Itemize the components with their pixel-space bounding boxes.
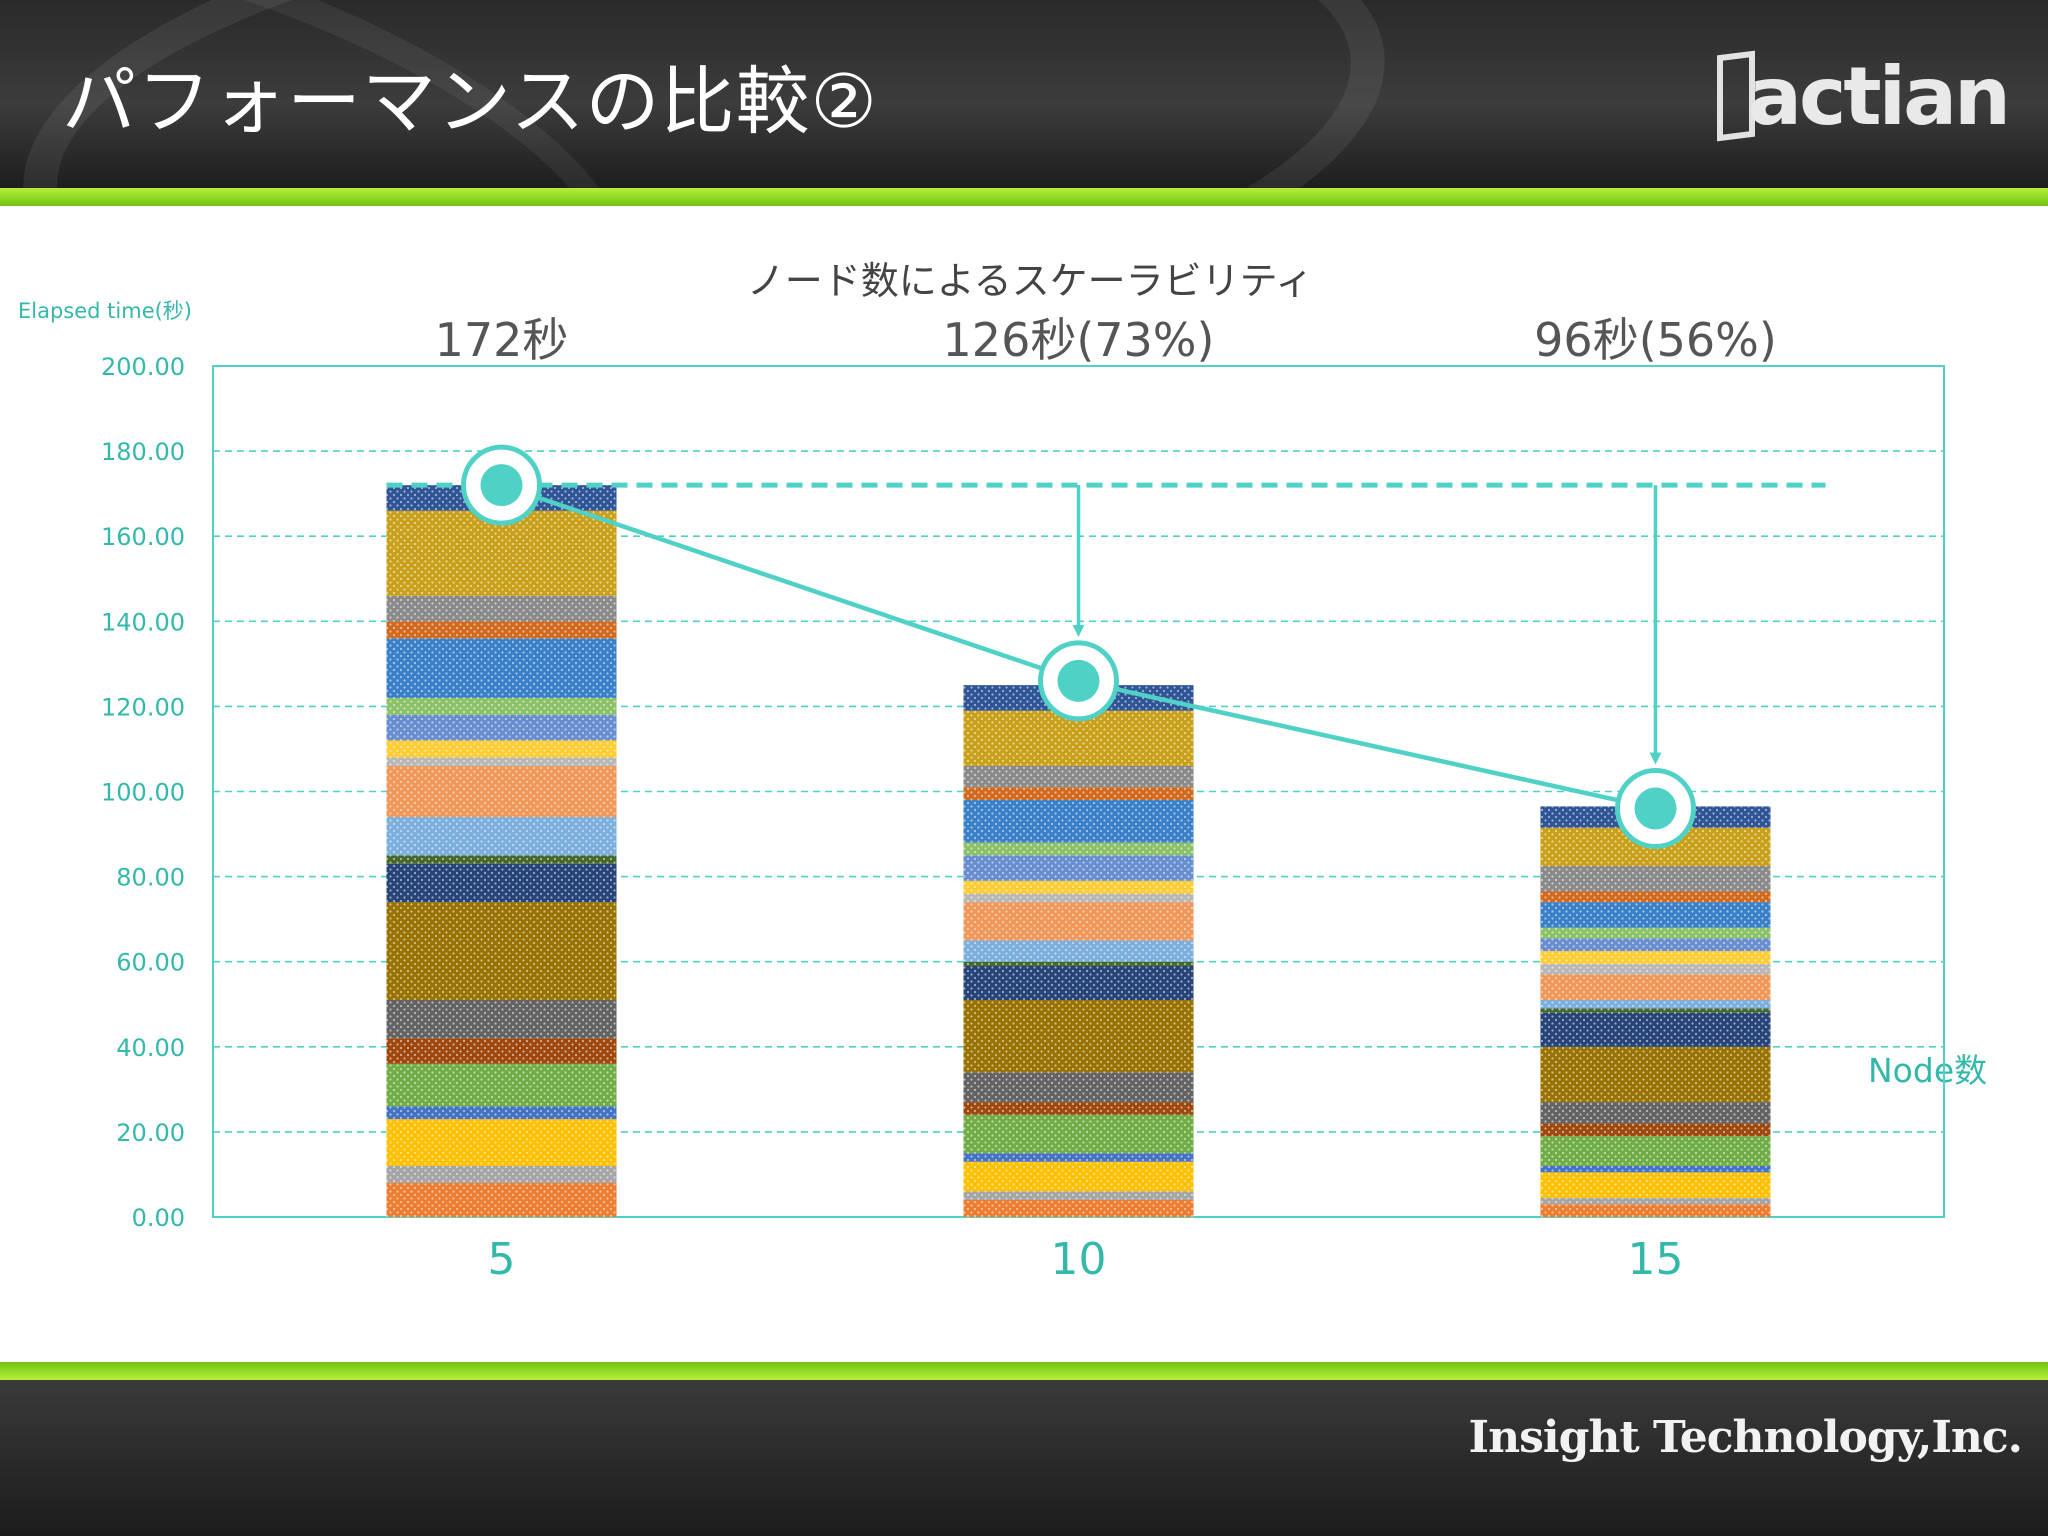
bar-segment-texture: [1540, 1172, 1771, 1198]
y-tick-label: 160.00: [101, 523, 185, 551]
bar-segment-texture: [963, 902, 1194, 941]
bar-segment-texture: [1540, 865, 1771, 892]
total-marker-dot: [1057, 659, 1100, 702]
bar-segment-texture: [386, 757, 617, 766]
footer-green-band: [0, 1362, 2048, 1380]
y-tick-label: 100.00: [101, 779, 185, 807]
bar-segment-texture: [386, 1106, 617, 1120]
bar-segment-texture: [386, 740, 617, 758]
bar-segment-texture: [386, 638, 617, 698]
actian-logo-mark: [1717, 50, 1755, 142]
bar-segment-texture: [386, 1165, 617, 1183]
bar-segment-texture: [963, 842, 1194, 856]
bar-segment-texture: [963, 961, 1194, 966]
bar-segment-texture: [386, 863, 617, 903]
x-tick-label: 15: [1628, 1234, 1684, 1285]
bar-segment-texture: [386, 765, 617, 818]
bar-segment-texture: [1540, 1204, 1771, 1217]
x-tick-label: 5: [488, 1234, 516, 1285]
bar-segment-texture: [963, 765, 1194, 788]
y-tick-label: 80.00: [116, 864, 185, 892]
y-tick-label: 40.00: [116, 1034, 185, 1062]
data-label: 96秒(56%): [1534, 313, 1777, 367]
bar-segment-texture: [963, 965, 1194, 1000]
bar-segment-texture: [1540, 1012, 1771, 1047]
bar-segment-texture: [963, 940, 1194, 962]
bar-segment-texture: [386, 1038, 617, 1064]
bar-segment-texture: [963, 1153, 1194, 1162]
actian-logo-text: actian: [1748, 50, 2011, 143]
y-tick-label: 60.00: [116, 949, 185, 977]
x-axis-label: Node数: [1868, 1051, 1987, 1090]
x-tick-label: 10: [1051, 1234, 1107, 1285]
bar-segment-texture: [1540, 1165, 1771, 1173]
bar-segment-texture: [963, 787, 1194, 801]
bar-segment-texture: [1540, 951, 1771, 964]
data-label: 126秒(73%): [943, 313, 1215, 367]
bar-segment-texture: [963, 1102, 1194, 1115]
bar-segment-texture: [1540, 1197, 1771, 1205]
y-tick-label: 120.00: [101, 693, 185, 721]
bar-segment-texture: [1540, 938, 1771, 952]
bar-segment-texture: [1540, 1046, 1771, 1103]
bar-segment-texture: [963, 1199, 1194, 1217]
bar-segment-texture: [963, 1114, 1194, 1154]
bar-segment-texture: [386, 595, 617, 622]
total-marker-dot: [1634, 787, 1677, 830]
bar-segment-texture: [386, 621, 617, 639]
bar-segment-texture: [386, 817, 617, 856]
bar-segment-texture: [386, 714, 617, 741]
scalability-chart: ノード数によるスケーラビリティ Elapsed time(秒) Node数 0.…: [18, 259, 1987, 1285]
slide-header: [0, 0, 2048, 188]
company-name: Insight Technology,Inc.: [1468, 1412, 2023, 1463]
bar-segment-texture: [1540, 999, 1771, 1009]
y-tick-label: 140.00: [101, 608, 185, 636]
bar-segment-texture: [963, 893, 1194, 903]
slide-footer: [0, 1380, 2048, 1536]
y-tick-label: 180.00: [101, 438, 185, 466]
y-tick-label: 200.00: [101, 353, 185, 381]
bar-segment-texture: [963, 855, 1194, 881]
bar-segment-texture: [1540, 974, 1771, 1000]
bar-segment-texture: [963, 800, 1194, 843]
bar-segment-texture: [1540, 1136, 1771, 1166]
bar-segment-texture: [386, 1063, 617, 1107]
y-tick-label: 0.00: [132, 1204, 185, 1232]
slide-title: パフォーマンスの比較②: [62, 59, 878, 145]
bar-segment-texture: [963, 1191, 1194, 1200]
data-label: 172秒: [435, 313, 569, 367]
header-green-band: [0, 188, 2048, 206]
total-marker-dot: [480, 464, 523, 507]
bar-segment-texture: [1540, 1008, 1771, 1013]
y-axis-label: Elapsed time(秒): [18, 299, 192, 323]
bar-segment-texture: [386, 902, 617, 1000]
bar-segment-texture: [1540, 963, 1771, 975]
bar-segment-texture: [1540, 1123, 1771, 1137]
chart-title: ノード数によるスケーラビリティ: [747, 259, 1314, 303]
bar-segment-texture: [386, 1119, 617, 1166]
bar-segment-texture: [963, 999, 1194, 1073]
bar-segment-texture: [963, 1072, 1194, 1103]
bar-segment-texture: [1540, 927, 1771, 939]
bar-segment-texture: [386, 855, 617, 864]
bar-segment-texture: [386, 999, 617, 1039]
bar-segment-texture: [963, 1161, 1194, 1192]
bar-segment-texture: [386, 697, 617, 715]
bar-segment-texture: [1540, 891, 1771, 903]
bar-segment-texture: [1540, 1102, 1771, 1124]
y-tick-label: 20.00: [116, 1119, 185, 1147]
bar-segment-texture: [386, 1182, 617, 1217]
bar-segment-texture: [963, 880, 1194, 894]
bar-segment-texture: [1540, 902, 1771, 928]
